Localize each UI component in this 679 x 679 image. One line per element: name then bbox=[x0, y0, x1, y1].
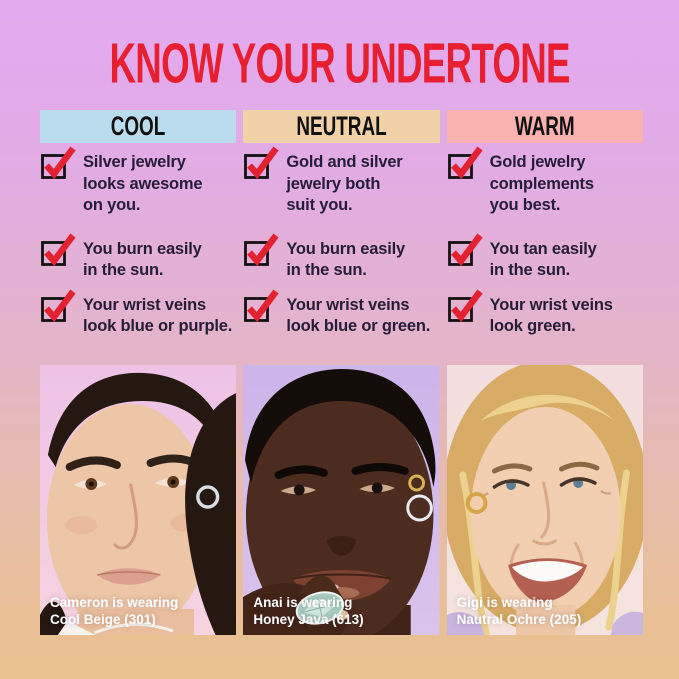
photo-caption-neutral: Anai is wearing Honey Java (613) bbox=[253, 595, 364, 627]
checklist: Silver jewelry looks awesome on you. You… bbox=[40, 146, 643, 338]
column-header-cool-label: COOL bbox=[110, 111, 166, 141]
column-header-cool: COOL bbox=[40, 110, 237, 143]
checkbox-checked-icon bbox=[447, 289, 483, 322]
portrait-cameron bbox=[40, 365, 237, 635]
checklist-item: Gold jewelry complements you best. bbox=[447, 146, 643, 217]
checklist-item-label: Your wrist veins look blue or purple. bbox=[83, 295, 233, 336]
checkbox-checked-icon bbox=[447, 146, 483, 180]
photo-caption-cool: Cameron is wearing Cool Beige (301) bbox=[50, 595, 179, 627]
checklist-item: You tan easily in the sun. bbox=[447, 233, 643, 282]
checklist-item: You burn easily in the sun. bbox=[243, 233, 439, 282]
page-title: KNOW YOUR UNDERTONE bbox=[0, 31, 679, 95]
checklist-item-label: You burn easily in the sun. bbox=[83, 239, 202, 280]
checklist-column-cool: Silver jewelry looks awesome on you. You… bbox=[40, 146, 236, 338]
column-header-neutral-label: NEUTRAL bbox=[296, 111, 387, 141]
page-title-text: KNOW YOUR UNDERTONE bbox=[109, 32, 570, 95]
checklist-item-label: You tan easily in the sun. bbox=[489, 239, 597, 280]
portrait-gigi bbox=[446, 365, 643, 635]
checkbox-checked-icon bbox=[244, 233, 279, 266]
checklist-column-neutral: Gold and silver jewelry both suit you. Y… bbox=[243, 146, 439, 338]
checkbox-checked-icon bbox=[41, 233, 76, 266]
checklist-item-label: You burn easily in the sun. bbox=[286, 239, 405, 280]
checklist-item: Silver jewelry looks awesome on you. bbox=[40, 146, 236, 217]
checklist-item-label: Your wrist veins look green. bbox=[489, 295, 613, 336]
checklist-item-label: Silver jewelry looks awesome on you. bbox=[83, 153, 203, 214]
checklist-item-label: Gold and silver jewelry both suit you. bbox=[286, 153, 403, 214]
checklist-item-label: Your wrist veins look blue or green. bbox=[286, 295, 431, 336]
checklist-column-warm: Gold jewelry complements you best. You t… bbox=[447, 146, 643, 338]
silver-hoop-earring-icon bbox=[196, 485, 220, 509]
portrait-anai bbox=[243, 365, 440, 635]
checklist-item: Your wrist veins look blue or green. bbox=[243, 289, 439, 338]
checklist-item: You burn easily in the sun. bbox=[40, 233, 236, 282]
photo-neutral-model: Anai is wearing Honey Java (613) bbox=[243, 365, 440, 635]
column-header-warm-label: WARM bbox=[514, 111, 575, 141]
checklist-item: Your wrist veins look green. bbox=[447, 289, 643, 338]
checkbox-checked-icon bbox=[447, 233, 483, 266]
checklist-item: Your wrist veins look blue or purple. bbox=[40, 289, 236, 338]
photo-caption-warm: Gigi is wearing Nautral Ochre (205) bbox=[456, 595, 582, 627]
photo-warm-model: Gigi is wearing Nautral Ochre (205) bbox=[446, 365, 643, 635]
checkbox-checked-icon bbox=[41, 289, 76, 322]
silver-hoop-earring-icon bbox=[406, 494, 434, 522]
checkbox-checked-icon bbox=[244, 289, 279, 322]
checkbox-checked-icon bbox=[41, 146, 76, 180]
column-header-warm: WARM bbox=[446, 110, 643, 143]
model-photos: Cameron is wearing Cool Beige (301) bbox=[40, 365, 643, 635]
checklist-item-label: Gold jewelry complements you best. bbox=[489, 153, 594, 214]
gold-hoop-earring-icon bbox=[408, 474, 426, 492]
gold-hoop-earring-icon bbox=[465, 492, 488, 514]
checklist-item: Gold and silver jewelry both suit you. bbox=[243, 146, 439, 217]
checkbox-checked-icon bbox=[244, 146, 279, 180]
column-header-neutral: NEUTRAL bbox=[243, 110, 440, 143]
photo-cool-model: Cameron is wearing Cool Beige (301) bbox=[40, 365, 237, 635]
column-headers: COOL NEUTRAL WARM bbox=[40, 110, 643, 143]
